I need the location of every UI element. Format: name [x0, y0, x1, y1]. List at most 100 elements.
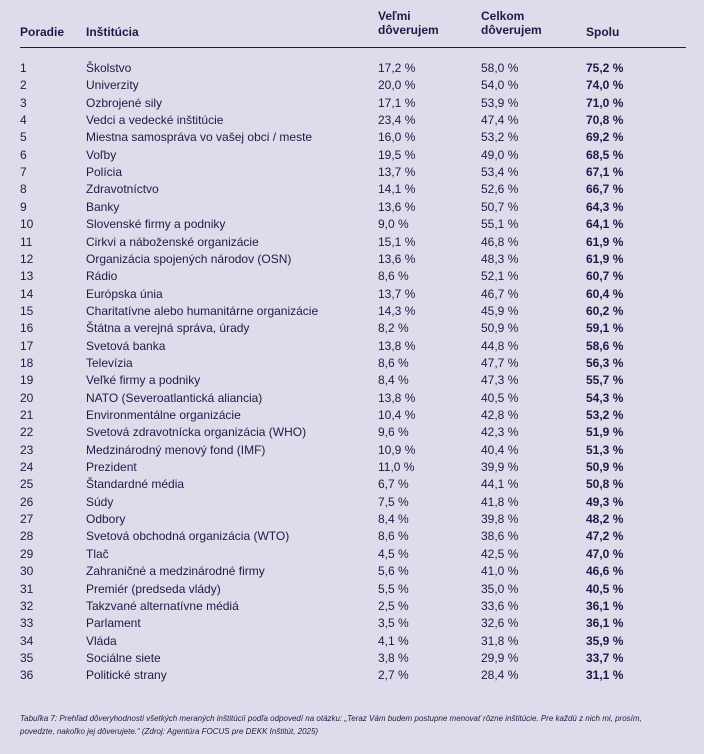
cell: Organizácia spojených národov (OSN)	[86, 251, 292, 266]
cell: 31	[20, 581, 34, 596]
cell: 2	[20, 78, 27, 93]
column-header: Poradie	[20, 25, 65, 39]
cell: 74,0 %	[586, 78, 624, 93]
cell: 14	[20, 286, 34, 301]
cell: 2,5 %	[378, 598, 409, 613]
cell: 58,0 %	[481, 61, 519, 75]
column-header: Spolu	[586, 25, 620, 39]
cell: 8	[20, 182, 27, 197]
cell: Charitatívne alebo humanitárne organizác…	[86, 303, 319, 318]
cell: Svetová obchodná organizácia (WTO)	[86, 529, 290, 544]
cell: 33	[20, 616, 34, 631]
cell: 42,3 %	[481, 425, 519, 440]
cell: 44,1 %	[481, 477, 519, 492]
cell: 64,3 %	[586, 199, 624, 214]
cell: 50,8 %	[586, 477, 624, 492]
cell: 8,6 %	[378, 529, 409, 544]
cell: 46,8 %	[481, 234, 519, 249]
cell: 61,9 %	[586, 251, 624, 266]
cell: 70,8 %	[586, 113, 624, 128]
cell: 67,1 %	[586, 165, 624, 180]
cell: 41,0 %	[481, 564, 519, 579]
cell: 41,8 %	[481, 494, 519, 509]
cell: 10	[20, 217, 34, 232]
cell: 50,9 %	[586, 460, 624, 475]
cell: 13,7 %	[378, 165, 416, 180]
cell: 50,7 %	[481, 199, 519, 214]
cell: 31,1 %	[586, 668, 624, 683]
cell: 15	[20, 303, 34, 318]
cell: 71,0 %	[586, 95, 624, 110]
cell: 8,6 %	[378, 355, 409, 370]
cell: Medzinárodný menový fond (IMF)	[86, 442, 266, 457]
cell: 13,8 %	[378, 338, 416, 353]
cell: 33,7 %	[586, 650, 624, 665]
cell: Veľké firmy a podniky	[86, 373, 201, 388]
cell: 60,4 %	[586, 286, 624, 301]
cell: 19,5 %	[378, 147, 416, 162]
cell: 13,8 %	[378, 390, 416, 405]
cell: 23,4 %	[378, 113, 416, 128]
cell: 28	[20, 529, 34, 544]
cell: 75,2 %	[586, 61, 624, 75]
cell: Svetová zdravotnícka organizácia (WHO)	[86, 425, 307, 440]
cell: 35,9 %	[586, 633, 624, 648]
cell: 30	[20, 564, 34, 579]
cell: 27	[20, 512, 34, 527]
cell: 23	[20, 442, 34, 457]
cell: 9,0 %	[378, 217, 409, 232]
cell: 1	[20, 61, 27, 75]
cell: 8,4 %	[378, 373, 409, 388]
cell: 2,7 %	[378, 668, 409, 683]
cell: 4,1 %	[378, 633, 409, 648]
cell: Slovenské firmy a podniky	[86, 217, 226, 232]
cell: 48,3 %	[481, 251, 519, 266]
cell: 50,9 %	[481, 321, 519, 336]
cell: 33,6 %	[481, 598, 519, 613]
cell: 20,0 %	[378, 78, 416, 93]
cell: 7	[20, 165, 27, 180]
cell: 10,9 %	[378, 442, 416, 457]
cell: 36,1 %	[586, 616, 624, 631]
cell: 42,5 %	[481, 546, 519, 561]
cell: Takzvané alternatívne médiá	[86, 598, 239, 613]
cell: Rádio	[86, 269, 118, 284]
cell: Univerzity	[86, 78, 139, 93]
cell: 46,6 %	[586, 564, 624, 579]
cell: 60,2 %	[586, 303, 624, 318]
cell: 10,4 %	[378, 408, 416, 422]
cell: 12	[20, 251, 34, 266]
cell: 14,3 %	[378, 303, 416, 318]
cell: Zahraničné a medzinárodné firmy	[86, 564, 265, 579]
cell: Svetová banka	[86, 338, 166, 353]
cell: Environmentálne organizácie	[86, 408, 241, 422]
cell: Parlament	[86, 616, 141, 631]
cell: 24	[20, 460, 34, 475]
cell: 69,2 %	[586, 130, 624, 145]
cell: 8,6 %	[378, 269, 409, 284]
header-rule	[20, 47, 686, 48]
cell: 56,3 %	[586, 355, 624, 370]
cell: 36,1 %	[586, 598, 624, 613]
cell: Ozbrojené sily	[86, 95, 163, 110]
cell: 3,8 %	[378, 650, 409, 665]
cell: 6	[20, 147, 27, 162]
cell: 52,6 %	[481, 182, 519, 197]
cell: 17,2 %	[378, 61, 416, 75]
cell: 7,5 %	[378, 494, 409, 509]
cell: 8,2 %	[378, 321, 409, 336]
cell: 68,5 %	[586, 147, 624, 162]
cell: 32	[20, 598, 34, 613]
cell: Zdravotníctvo	[86, 182, 159, 197]
cell: Tlač	[86, 546, 109, 561]
cell: 51,3 %	[586, 442, 624, 457]
cell: Prezident	[86, 460, 137, 475]
cell: 11,0 %	[378, 460, 415, 475]
cell: 35,0 %	[481, 581, 519, 596]
cell: Vedci a vedecké inštitúcie	[86, 113, 224, 128]
cell: Odbory	[86, 512, 126, 527]
cell: Televízia	[86, 355, 133, 370]
cell: 47,7 %	[481, 355, 519, 370]
cell: 38,6 %	[481, 529, 519, 544]
